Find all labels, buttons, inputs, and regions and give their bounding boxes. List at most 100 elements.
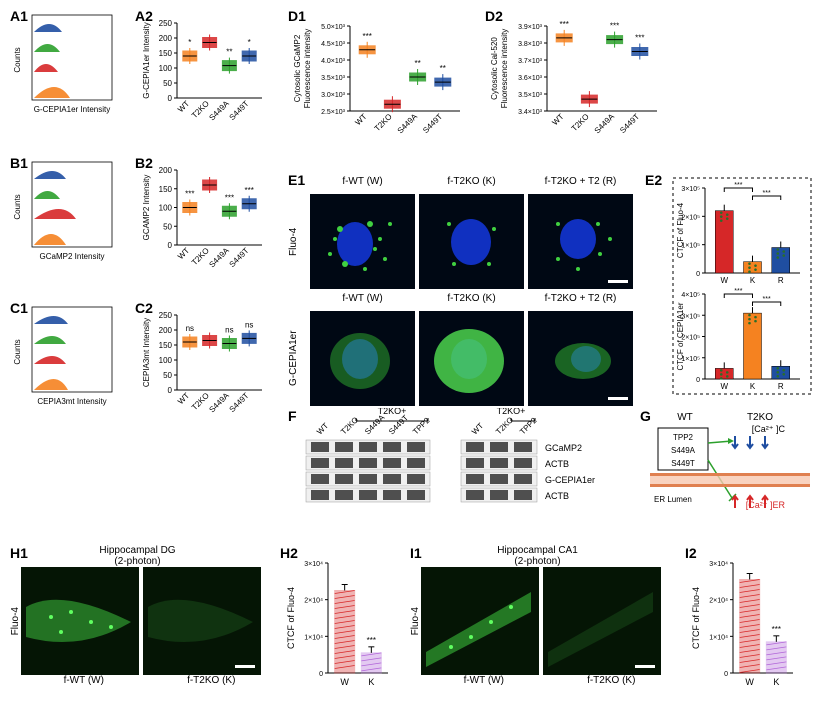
svg-text:R: R	[778, 382, 784, 391]
svg-text:1×10⁴: 1×10⁴	[304, 634, 323, 641]
svg-text:T2KO: T2KO	[747, 412, 773, 423]
label-a2: A2	[135, 8, 153, 24]
svg-text:***: ***	[610, 22, 619, 31]
svg-text:0: 0	[319, 671, 323, 678]
label-e2: E2	[645, 172, 662, 188]
svg-text:K: K	[750, 276, 756, 285]
svg-text:***: ***	[367, 636, 376, 645]
svg-text:T2KO: T2KO	[339, 415, 360, 436]
e1-col2-1: f-T2KO (K)	[419, 293, 524, 307]
svg-text:50: 50	[163, 79, 172, 88]
svg-text:T2KO: T2KO	[570, 112, 591, 133]
svg-text:S449T: S449T	[228, 246, 251, 269]
blot-f: T2KO+WTT2KOS449AS449TTPP2T2KO+WTT2KOTPP2…	[288, 408, 633, 528]
svg-text:WT: WT	[176, 391, 191, 406]
h1-title: Hippocampal DG (2-photon)	[10, 545, 265, 567]
svg-text:S449T: S449T	[228, 391, 251, 414]
svg-text:200: 200	[159, 326, 173, 335]
micrograph-h1-wt	[21, 567, 139, 675]
svg-text:***: ***	[363, 32, 372, 41]
svg-text:W: W	[745, 677, 754, 687]
svg-text:S449A: S449A	[396, 112, 420, 136]
svg-text:3.9×10³: 3.9×10³	[518, 24, 543, 31]
svg-text:50: 50	[163, 371, 172, 380]
svg-text:R: R	[778, 276, 784, 285]
label-b2: B2	[135, 155, 153, 171]
svg-text:250: 250	[159, 311, 173, 320]
svg-text:50: 50	[163, 222, 172, 231]
h1-grp-0: f-WT (W)	[64, 675, 104, 686]
schematic-g: WTT2KOTPP2S449AS449T[Ca²⁺ ]CER Lumen[Ca²…	[640, 408, 815, 528]
label-a1: A1	[10, 8, 28, 24]
label-e1: E1	[288, 172, 305, 188]
micrograph-fluo4-t2ko	[419, 194, 524, 289]
bar-h2: 01×10⁴2×10⁴3×10⁴CTCF of Fluo-4WK***	[280, 545, 400, 710]
svg-text:S449A: S449A	[593, 112, 617, 136]
svg-text:3.7×10³: 3.7×10³	[518, 58, 543, 65]
svg-text:Cytosolic GCaMP2: Cytosolic GCaMP2	[293, 34, 302, 102]
svg-text:4.5×10³: 4.5×10³	[321, 41, 346, 48]
label-f: F	[288, 408, 297, 424]
svg-text:***: ***	[763, 296, 771, 303]
svg-text:3×10⁵: 3×10⁵	[681, 186, 700, 193]
e1-row-0: Fluo-4	[288, 194, 306, 289]
svg-text:S449A: S449A	[207, 246, 231, 270]
svg-text:CTCF of CEPIA1er: CTCF of CEPIA1er	[676, 302, 685, 370]
e1-col-2: f-T2KO + T2 (R)	[528, 176, 633, 190]
label-b1: B1	[10, 155, 28, 171]
label-g: G	[640, 408, 651, 424]
i1-title: Hippocampal CA1 (2-photon)	[410, 545, 665, 567]
svg-text:CTCF of Fluo-4: CTCF of Fluo-4	[676, 202, 685, 258]
svg-text:WT: WT	[315, 421, 330, 436]
svg-text:G-CEPIA1er Intensity: G-CEPIA1er Intensity	[34, 105, 110, 114]
svg-text:CEPIA3mt Intensity: CEPIA3mt Intensity	[37, 397, 106, 406]
svg-text:Counts: Counts	[13, 47, 22, 72]
svg-text:2×10⁴: 2×10⁴	[304, 598, 323, 605]
boxplot-c2: 050100150200250CEPIA3mt IntensitynsWTT2K…	[135, 300, 270, 435]
histogram-b1: Counts GCaMP2 Intensity	[10, 157, 120, 267]
label-c1: C1	[10, 300, 28, 316]
bars-e2: 01×10⁵2×10⁵3×10⁵CTCF of Fluo-4WKR****** …	[645, 174, 815, 399]
svg-text:WT: WT	[677, 412, 693, 423]
svg-text:***: ***	[560, 20, 569, 29]
svg-text:4.0×10³: 4.0×10³	[321, 58, 346, 65]
svg-text:WT: WT	[550, 112, 565, 127]
label-i1: I1	[410, 545, 422, 561]
svg-text:Fluorescence intensity: Fluorescence intensity	[303, 29, 312, 109]
label-d1: D1	[288, 8, 306, 24]
micrograph-cepia-rescue	[528, 311, 633, 406]
svg-text:5.0×10³: 5.0×10³	[321, 24, 346, 31]
i1-rowlabel: Fluo-4	[410, 607, 421, 635]
svg-text:3.4×10³: 3.4×10³	[518, 109, 543, 116]
svg-text:W: W	[720, 382, 728, 391]
svg-text:K: K	[750, 382, 756, 391]
svg-text:S449A: S449A	[671, 446, 696, 455]
svg-text:Counts: Counts	[13, 339, 22, 364]
svg-text:*: *	[248, 38, 251, 47]
svg-text:W: W	[720, 276, 728, 285]
e1-col2-2: f-T2KO + T2 (R)	[528, 293, 633, 307]
micrograph-fluo4-wt	[310, 194, 415, 289]
svg-text:WT: WT	[353, 112, 368, 127]
svg-text:S449A: S449A	[207, 99, 231, 123]
h1-grp-1: f-T2KO (K)	[187, 675, 235, 686]
svg-text:T2KO+: T2KO+	[497, 408, 526, 416]
svg-text:3.5×10³: 3.5×10³	[518, 92, 543, 99]
svg-text:ACTB: ACTB	[545, 491, 569, 501]
boxplot-d2: 3.4×10³3.5×10³3.6×10³3.7×10³3.8×10³3.9×1…	[485, 8, 670, 163]
svg-text:***: ***	[225, 193, 234, 202]
svg-text:GCaMP2 Intensity: GCaMP2 Intensity	[40, 252, 105, 261]
svg-text:W: W	[340, 677, 349, 687]
svg-text:T2KO: T2KO	[494, 415, 515, 436]
svg-text:ER Lumen: ER Lumen	[654, 495, 692, 504]
svg-text:150: 150	[159, 185, 173, 194]
i1-grp-0: f-WT (W)	[464, 675, 504, 686]
svg-text:GCAMP2 Intensity: GCAMP2 Intensity	[142, 175, 151, 241]
svg-text:***: ***	[185, 190, 194, 199]
svg-text:3×10⁴: 3×10⁴	[304, 561, 323, 568]
label-i2: I2	[685, 545, 697, 561]
svg-text:WT: WT	[470, 421, 485, 436]
svg-text:G-CEPIA1er Intensity: G-CEPIA1er Intensity	[142, 22, 151, 98]
label-h2: H2	[280, 545, 298, 561]
micrograph-i1-ko	[543, 567, 661, 675]
